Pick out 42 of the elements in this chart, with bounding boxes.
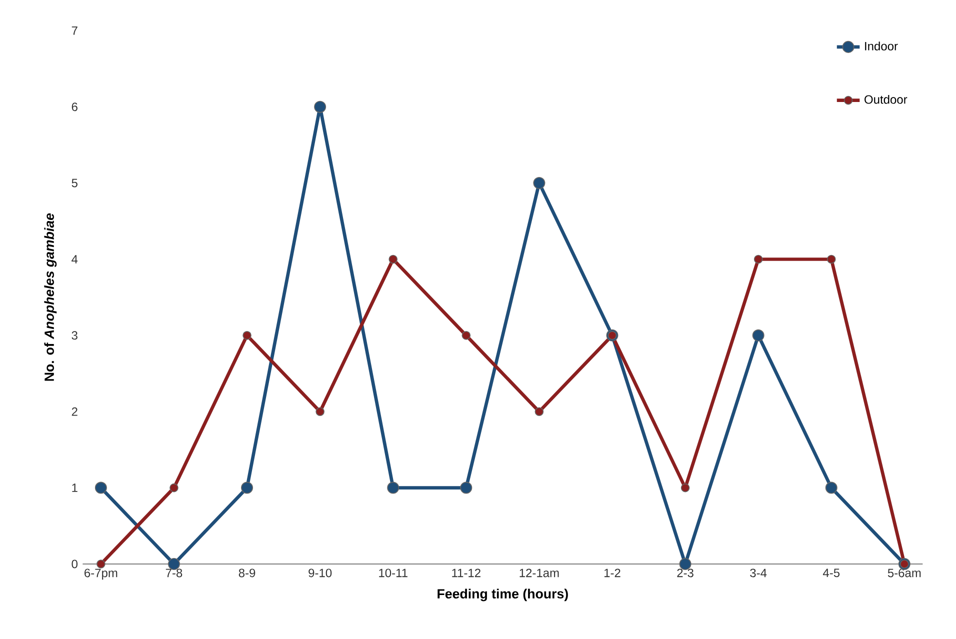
point	[680, 484, 690, 492]
point	[533, 177, 546, 190]
x-tick-label: 7-8	[166, 568, 182, 578]
x-tick-label: 8-9	[238, 568, 256, 578]
x-tick-label: 12-1am	[520, 568, 559, 578]
x-tick-label: 5-6am	[888, 568, 921, 578]
y-tick-label: 4	[72, 255, 78, 264]
point	[96, 560, 106, 569]
point	[460, 482, 472, 494]
point	[94, 482, 107, 494]
point	[826, 255, 836, 264]
point	[752, 330, 764, 342]
y-tick-label: 0	[72, 560, 78, 568]
point	[825, 482, 838, 494]
point	[387, 482, 400, 494]
point	[534, 407, 544, 416]
x-tick-label: 2-3	[677, 568, 694, 578]
legend-label: Outdoor	[864, 95, 908, 104]
x-tick-label: 1-2	[604, 568, 620, 578]
point	[242, 331, 252, 340]
y-axis-title: No. of Anopheles gambiae	[44, 214, 57, 381]
x-tick-label: 6-7pm	[84, 568, 118, 580]
x-tick-label: 10-11	[379, 568, 408, 578]
point	[170, 484, 178, 492]
y-tick-label: 2	[72, 408, 78, 416]
point	[241, 482, 254, 494]
y-tick-label: 1	[72, 484, 78, 492]
point	[388, 255, 398, 264]
x-tick-label: 11-12	[452, 568, 480, 578]
x-tick-label: 3-4	[750, 568, 767, 578]
point	[314, 101, 326, 114]
legend-label: Indoor	[865, 42, 898, 51]
y-tick-label: 7	[72, 26, 78, 35]
y-tick-label: 6	[72, 102, 78, 112]
point	[462, 331, 471, 340]
y-tick-label: 3	[72, 331, 78, 340]
x-tick-label: 9-10	[308, 568, 332, 578]
y-tick-label: 5	[72, 179, 78, 188]
x-axis-title: Feeding time (hours)	[438, 588, 568, 602]
x-tick-label: 4-5	[822, 568, 840, 578]
point	[316, 407, 324, 416]
point	[754, 255, 763, 264]
